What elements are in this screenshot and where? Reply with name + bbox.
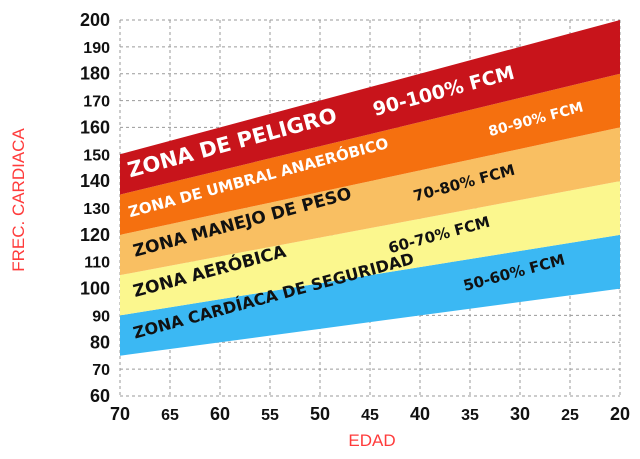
- x-tick-label: 35: [461, 407, 479, 424]
- x-tick-label: 30: [510, 404, 530, 424]
- y-axis-label: FREC. CARDIACA: [9, 128, 28, 272]
- x-tick-label: 70: [110, 404, 130, 424]
- zone-band-5: [120, 20, 620, 195]
- y-tick-label: 70: [92, 362, 110, 379]
- y-tick-label: 130: [83, 201, 110, 218]
- y-tick-label: 110: [84, 255, 110, 272]
- x-tick-label: 50: [310, 404, 330, 424]
- x-axis-ticks: 70 65 60 55 50 45 40 35 30 25 20: [110, 404, 630, 424]
- x-tick-label: 20: [610, 404, 630, 424]
- y-tick-label: 150: [83, 147, 110, 164]
- x-tick-label: 45: [361, 407, 379, 424]
- zone-band-4: [120, 73, 620, 235]
- x-tick-label: 25: [561, 407, 579, 424]
- y-tick-label: 140: [80, 171, 110, 191]
- y-tick-label: 120: [80, 225, 110, 245]
- zone-band-1: [120, 234, 620, 356]
- y-axis-ticks: 60 70 80 90 100 110 120 130 140 150 160 170 180 190 20…: [80, 10, 110, 406]
- zone-band-3: [120, 127, 620, 276]
- x-tick-label: 40: [410, 404, 430, 424]
- x-axis-label: EDAD: [348, 431, 395, 450]
- y-tick-label: 160: [80, 117, 110, 137]
- y-tick-label: 60: [90, 386, 110, 406]
- y-tick-label: 100: [80, 279, 110, 299]
- zone-bands: ZONA CARDÍACA DE SEGURIDAD 50-60% FCMZONA…: [120, 20, 620, 356]
- y-tick-label: 170: [83, 94, 110, 111]
- y-tick-label: 90: [92, 308, 110, 325]
- zone-band-2: [120, 181, 620, 316]
- x-tick-label: 60: [210, 404, 230, 424]
- x-tick-label: 55: [261, 407, 279, 424]
- x-tick-label: 65: [161, 407, 179, 424]
- y-tick-label: 200: [80, 10, 110, 30]
- y-tick-label: 190: [83, 40, 110, 57]
- y-tick-label: 180: [80, 64, 110, 84]
- y-tick-label: 80: [90, 332, 110, 352]
